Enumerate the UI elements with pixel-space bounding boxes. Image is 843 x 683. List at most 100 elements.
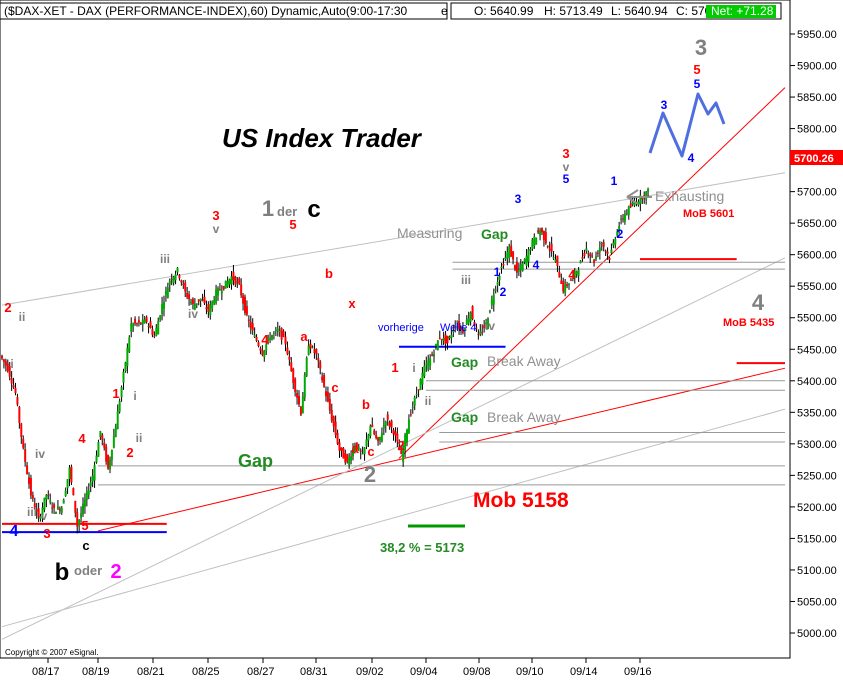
- candle-body: [195, 303, 198, 305]
- candle-body: [228, 279, 231, 285]
- wave-label: 4: [568, 267, 576, 282]
- candle-body: [217, 288, 219, 296]
- candle-body: [348, 457, 351, 466]
- candle-body: [105, 446, 108, 462]
- candle-body: [178, 275, 181, 279]
- candle-body: [535, 237, 538, 245]
- x-tick-label: 08/27: [247, 666, 275, 678]
- candle-body: [461, 328, 464, 333]
- wave-label: 1: [112, 386, 119, 401]
- wave-label: 4: [688, 151, 695, 165]
- candle-body: [460, 328, 462, 330]
- candle-body: [4, 360, 7, 366]
- y-tick-label: 5150.00: [797, 533, 837, 545]
- candle-body: [232, 271, 235, 281]
- candle-body: [305, 357, 308, 376]
- candle-body: [220, 290, 223, 294]
- candle-body: [434, 344, 437, 347]
- candle-body: [473, 322, 476, 326]
- candle-body: [471, 306, 474, 320]
- candle-body: [598, 247, 601, 253]
- candle-body: [371, 424, 374, 428]
- candle-body: [326, 391, 329, 402]
- candle-body: [548, 248, 551, 251]
- last-price-tag: 5700.26: [790, 150, 843, 165]
- candle-body: [95, 455, 98, 463]
- candle-body: [163, 301, 165, 309]
- candle-body: [427, 360, 430, 370]
- candle-body: [247, 319, 250, 322]
- candle-body: [240, 284, 243, 296]
- candle-body: [515, 261, 518, 273]
- candle-body: [369, 425, 372, 436]
- x-tick-label: 09/08: [463, 666, 491, 678]
- candle-body: [622, 218, 624, 220]
- candle-body: [510, 245, 513, 257]
- candle-body: [500, 266, 503, 269]
- candle-body: [265, 344, 268, 351]
- candle-body: [330, 409, 333, 421]
- candle-body: [498, 276, 501, 281]
- wave-label: 3: [562, 146, 569, 161]
- wave-label: 3: [212, 208, 219, 223]
- candle-body: [45, 494, 48, 500]
- candle-body: [149, 321, 152, 329]
- candle-body: [203, 296, 206, 304]
- candle-body: [469, 312, 472, 322]
- wave-label: 4: [752, 290, 765, 315]
- wave-label: ii: [136, 431, 143, 445]
- wave-label: iii: [461, 273, 471, 287]
- candle-body: [512, 251, 515, 260]
- candle-body: [463, 328, 466, 331]
- candle-body: [440, 338, 443, 341]
- open-value: O: 5640.99: [474, 4, 534, 18]
- candle-body: [58, 508, 61, 511]
- candle-body: [116, 410, 119, 430]
- candle-body: [558, 271, 561, 278]
- annotations: US Index Trader Mob 5158 38,2 % = 5173 G…: [5, 123, 774, 657]
- candle-body: [151, 329, 154, 335]
- candle-body: [230, 276, 233, 285]
- candle-body: [315, 349, 318, 355]
- candle-body: [93, 465, 96, 481]
- candle-body: [560, 280, 563, 285]
- wave-label: iv: [188, 307, 198, 321]
- candle-body: [147, 325, 150, 327]
- candle-body: [359, 450, 362, 452]
- projection-line: [648, 92, 726, 158]
- wave-label: 4: [78, 431, 86, 446]
- candle-body: [172, 276, 175, 284]
- candle-body: [514, 265, 516, 270]
- candle-body: [456, 326, 459, 329]
- candle-body: [299, 406, 302, 415]
- candle-body: [328, 398, 331, 411]
- wave-label: v: [41, 509, 48, 523]
- candle-body: [604, 250, 607, 252]
- candle-body: [101, 434, 104, 440]
- candle-body: [269, 338, 272, 340]
- candle-body: [294, 378, 297, 392]
- gap-measuring-label: Gap: [481, 226, 508, 242]
- candle-body: [53, 504, 56, 508]
- candle-body: [80, 513, 83, 518]
- candle-body: [174, 274, 177, 281]
- candle-body: [215, 289, 218, 303]
- candle-body: [313, 349, 316, 353]
- candle-body: [533, 236, 536, 247]
- wave-label: 2: [110, 561, 121, 583]
- candle-body: [120, 387, 123, 398]
- candle-body: [292, 368, 295, 383]
- candle-body: [446, 335, 449, 344]
- candle-body: [600, 242, 603, 244]
- candle-body: [282, 331, 285, 337]
- y-tick-label: 5650.00: [797, 218, 837, 230]
- candle-body: [409, 414, 412, 416]
- candle-body: [602, 242, 605, 247]
- candle-body: [309, 343, 312, 349]
- candle-body: [107, 455, 110, 469]
- candle-body: [143, 319, 146, 324]
- candle-body: [141, 319, 144, 325]
- chart-title: US Index Trader: [222, 123, 423, 153]
- wave-label: ii: [425, 394, 432, 408]
- candle-body: [587, 253, 590, 255]
